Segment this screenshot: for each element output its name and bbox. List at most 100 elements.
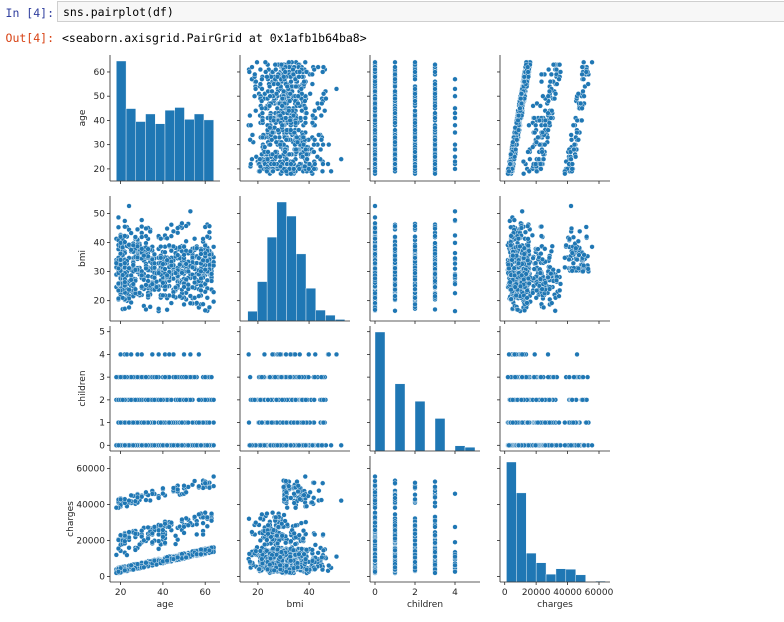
scatter-point	[525, 257, 531, 263]
y-tick-label: 20	[94, 165, 106, 175]
scatter-point	[264, 74, 270, 80]
scatter-point	[563, 242, 569, 248]
scatter-point	[130, 442, 136, 448]
scatter-point	[412, 134, 418, 140]
scatter-point	[265, 149, 271, 155]
scatter-point	[392, 146, 398, 153]
scatter-point	[412, 120, 418, 126]
scatter-point	[412, 270, 418, 276]
scatter-point	[200, 301, 206, 307]
scatter-point	[158, 236, 164, 242]
scatter-point	[392, 282, 398, 288]
histogram-bar	[193, 113, 205, 182]
scatter-point	[452, 86, 458, 92]
scatter-point	[581, 59, 587, 65]
scatter-point	[452, 217, 458, 223]
scatter-point	[166, 351, 172, 358]
scatter-point	[412, 86, 418, 92]
scatter-point	[432, 110, 438, 116]
scatter-point	[290, 112, 297, 119]
scatter-point	[538, 223, 545, 230]
scatter-point	[262, 59, 268, 65]
scatter-point	[392, 64, 398, 70]
scatter-point	[206, 229, 213, 235]
scatter-point	[581, 252, 587, 258]
scatter-point	[253, 86, 259, 92]
scatter-point	[211, 299, 217, 305]
scatter-point	[392, 234, 398, 240]
scatter-point	[546, 255, 552, 261]
scatter-point	[392, 76, 398, 82]
scatter-point	[546, 88, 553, 94]
scatter-point	[412, 127, 418, 133]
scatter-point	[545, 127, 551, 133]
scatter-point	[521, 307, 528, 313]
scatter-point	[168, 233, 174, 239]
scatter-point	[452, 154, 458, 160]
scatter-point	[192, 279, 198, 286]
scatter-point	[185, 419, 191, 426]
scatter-point	[259, 98, 265, 104]
scatter-point	[311, 142, 317, 148]
scatter-point	[557, 281, 564, 287]
scatter-point	[253, 154, 259, 160]
scatter-point	[372, 236, 378, 242]
scatter-point	[122, 279, 128, 285]
scatter-point	[132, 286, 138, 292]
scatter-point	[122, 218, 128, 224]
scatter-point	[412, 91, 418, 97]
scatter-point	[122, 239, 128, 245]
scatter-point	[432, 103, 438, 109]
scatter-point	[115, 224, 122, 230]
scatter-point	[316, 132, 322, 138]
scatter-point	[432, 137, 438, 143]
scatter-point	[432, 306, 438, 313]
scatter-point	[128, 351, 134, 358]
scatter-point	[533, 122, 539, 128]
scatter-point	[293, 120, 299, 126]
scatter-point	[278, 62, 285, 68]
scatter-point	[192, 236, 198, 242]
scatter-point	[555, 268, 562, 274]
scatter-point	[518, 225, 525, 231]
scatter-point	[183, 276, 189, 283]
scatter-point	[537, 103, 543, 109]
scatter-point	[286, 151, 292, 157]
scatter-point	[249, 132, 256, 138]
scatter-point	[177, 293, 183, 299]
scatter-point	[314, 154, 320, 160]
scatter-point	[548, 71, 554, 77]
scatter-point	[128, 272, 134, 278]
scatter-point	[211, 289, 217, 295]
histogram-bar	[164, 109, 175, 182]
scatter-point	[172, 284, 179, 291]
scatter-point	[568, 225, 575, 232]
scatter-point	[208, 278, 215, 284]
scatter-point	[552, 308, 558, 314]
scatter-point	[515, 236, 522, 242]
scatter-point	[338, 156, 344, 162]
scatter-point	[273, 139, 279, 145]
scatter-point	[301, 79, 307, 85]
scatter-point	[164, 226, 170, 232]
code-text[interactable]: sns.pairplot(df)	[63, 5, 174, 19]
scatter-point	[202, 250, 208, 256]
scatter-point	[574, 129, 580, 136]
scatter-point	[372, 117, 378, 124]
scatter-point	[412, 295, 418, 301]
scatter-point	[534, 287, 540, 294]
scatter-point	[139, 351, 145, 358]
scatter-point	[521, 74, 527, 80]
scatter-point	[432, 115, 438, 121]
scatter-point	[516, 112, 522, 119]
scatter-point	[452, 122, 458, 128]
subplot-bmi-vs-bmi	[237, 196, 350, 324]
code-input-area[interactable]: sns.pairplot(df)	[57, 1, 784, 22]
scatter-point	[162, 266, 168, 272]
scatter-point	[275, 81, 281, 87]
scatter-point	[548, 115, 554, 121]
input-prompt: In [4]:	[5, 6, 54, 20]
histogram-bar	[125, 108, 137, 182]
scatter-point	[392, 120, 398, 126]
